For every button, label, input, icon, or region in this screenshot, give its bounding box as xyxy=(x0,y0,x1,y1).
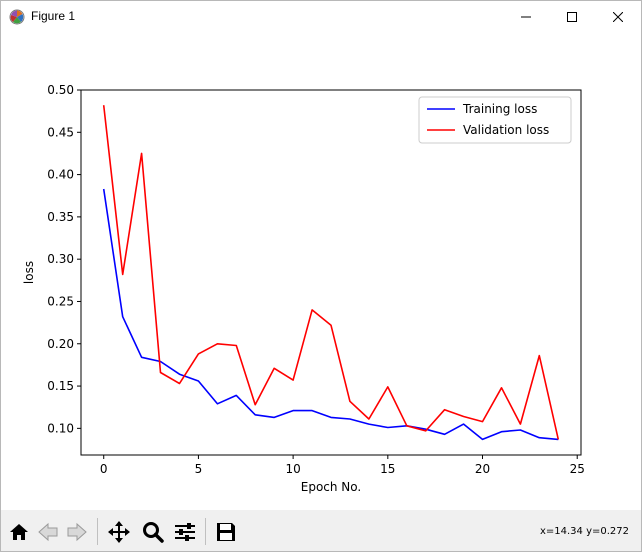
home-button[interactable] xyxy=(5,517,32,546)
pan-button[interactable] xyxy=(105,517,132,546)
title-bar[interactable]: Figure 1 xyxy=(1,1,641,32)
y-axis-label: loss xyxy=(22,261,36,284)
y-tick-label: 0.50 xyxy=(47,83,74,97)
line-chart: 0 5 10 15 20 25 0.10 0.15 0.20 0.25 0.30 0.35 0.40 0.… xyxy=(22,83,585,494)
y-tick-label: 0.40 xyxy=(47,168,74,182)
axes-frame xyxy=(80,89,582,456)
save-button[interactable] xyxy=(212,517,239,546)
minimize-icon xyxy=(521,12,531,22)
series-line xyxy=(102,188,559,441)
maximize-icon xyxy=(567,11,577,22)
close-button[interactable] xyxy=(595,1,641,32)
x-tick-label: 10 xyxy=(285,462,300,476)
window-title: Figure 1 xyxy=(31,9,76,23)
legend-box xyxy=(418,96,572,144)
y-tick-label: 0.10 xyxy=(47,421,74,435)
y-tick-label: 0.45 xyxy=(47,125,74,139)
x-tick-label: 0 xyxy=(100,462,108,476)
x-tick-label: 5 xyxy=(195,462,203,476)
configure-subplots-button[interactable] xyxy=(171,517,198,546)
maximize-button[interactable] xyxy=(549,1,595,32)
close-icon xyxy=(613,11,623,22)
toolbar-separator xyxy=(97,518,98,545)
figure-canvas[interactable]: 0 5 10 15 20 25 0.10 0.15 0.20 0.25 0.30 0.35 0.40 0.… xyxy=(1,32,641,510)
y-tick-label: 0.35 xyxy=(47,210,74,224)
configure-subplots-icon xyxy=(173,521,197,543)
navigation-toolbar: x=14.34 y=0.272 xyxy=(1,510,641,551)
back-arrow-icon xyxy=(37,521,59,543)
matplotlib-icon xyxy=(9,9,25,25)
home-icon xyxy=(8,521,30,543)
y-tick-label: 0.30 xyxy=(47,252,74,266)
series-line xyxy=(102,105,560,440)
toolbar-separator xyxy=(205,518,206,545)
zoom-button[interactable] xyxy=(139,517,166,546)
x-axis-label: Epoch No. xyxy=(301,480,361,494)
y-tick-label: 0.15 xyxy=(47,379,74,393)
y-tick-label: 0.25 xyxy=(47,294,74,308)
pan-icon xyxy=(107,520,131,544)
y-tick-label: 0.20 xyxy=(47,337,74,351)
x-tick-label: 15 xyxy=(380,462,395,476)
zoom-icon xyxy=(142,521,164,543)
legend-label: Training loss xyxy=(462,102,537,116)
forward-arrow-icon xyxy=(66,521,88,543)
cursor-coordinates: x=14.34 y=0.272 xyxy=(539,526,629,537)
legend-label: Validation loss xyxy=(463,123,549,137)
back-button[interactable] xyxy=(34,517,61,546)
x-tick-label: 25 xyxy=(570,462,585,476)
save-icon xyxy=(215,521,237,543)
forward-button[interactable] xyxy=(63,517,90,546)
minimize-button[interactable] xyxy=(503,1,549,32)
x-tick-label: 20 xyxy=(475,462,490,476)
